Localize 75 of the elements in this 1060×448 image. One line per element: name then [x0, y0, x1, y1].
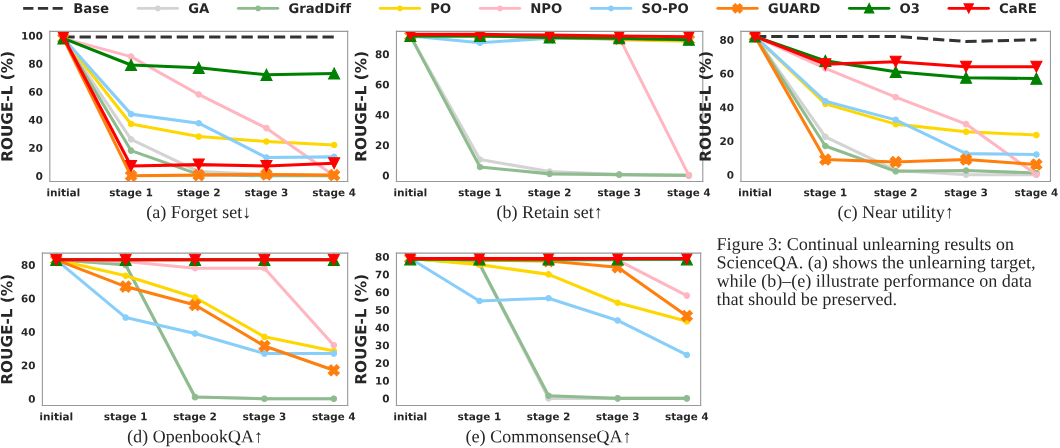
legend-label: O3 — [900, 3, 919, 14]
y-axis-title: ROUGE-L (%) — [354, 275, 369, 384]
legend-label: SO-PO — [642, 3, 689, 14]
x-tick-label: stage 2 — [527, 412, 570, 423]
y-tick-label: 60 — [21, 294, 35, 303]
x-tick-label: stage 4 — [312, 412, 356, 423]
y-tick-label: 60 — [375, 288, 389, 297]
caption: Figure 3: Continual unlearning results on ScienceQA. (a) shows the unlearning target, while (b)–(e) illustrate performance on data that should be preserved. — [716, 237, 1035, 309]
y-axis-title: ROUGE-L (%) — [0, 52, 15, 161]
legend-label: CaRE — [999, 3, 1036, 14]
y-tick-label: 80 — [21, 261, 35, 269]
text: (d) OpenbookQA↑ — [127, 429, 261, 447]
y-tick-label: 0 — [382, 394, 389, 403]
x-tick-label: stage 4 — [1015, 188, 1058, 199]
y-tick-label: 20 — [29, 144, 43, 152]
x-tick-label: stage 4 — [665, 412, 709, 423]
y-tick-label: 60 — [375, 80, 389, 89]
y-axis-title: ROUGE-L (%) — [354, 52, 369, 161]
x-tick-label: initial — [394, 412, 427, 421]
y-tick-label: 0 — [28, 394, 35, 403]
y-tick-label: 100 — [22, 31, 43, 40]
x-tick-label: stage 2 — [874, 188, 917, 199]
y-tick-label: 80 — [720, 36, 734, 44]
y-tick-label: 20 — [720, 137, 734, 146]
legend-label: PO — [431, 3, 451, 14]
y-tick-label: 50 — [375, 306, 389, 314]
text: (b) Retain set↑ — [497, 205, 601, 222]
legend-label: NPO — [531, 3, 562, 14]
y-tick-label: 70 — [375, 270, 389, 279]
x-tick-label: initial — [394, 188, 427, 197]
legend-label: GradDiff — [289, 2, 352, 14]
y-tick-label: 20 — [375, 141, 389, 150]
x-tick-label: stage 1 — [109, 188, 153, 199]
y-tick-label: 80 — [375, 50, 389, 59]
x-tick-label: stage 2 — [528, 188, 571, 199]
y-tick-label: 30 — [375, 341, 389, 350]
y-tick-label: 20 — [21, 361, 35, 370]
x-tick-label: stage 4 — [667, 188, 711, 199]
legend-label: GA — [188, 3, 210, 14]
y-tick-label: 40 — [719, 103, 734, 112]
y-tick-label: 40 — [21, 328, 35, 336]
y-tick-label: 60 — [720, 69, 734, 78]
text: (c) Near utility↑ — [838, 205, 952, 222]
x-tick-label: stage 2 — [177, 188, 220, 199]
x-tick-label: initial — [739, 188, 771, 197]
y-tick-label: 40 — [28, 115, 43, 124]
x-tick-label: stage 1 — [104, 412, 147, 423]
y-tick-label: 80 — [29, 59, 43, 68]
y-tick-label: 60 — [29, 87, 43, 96]
text: (e) CommonsenseQA↑ — [466, 429, 630, 447]
x-tick-label: stage 1 — [458, 188, 502, 199]
legend-label: Base — [74, 3, 109, 14]
x-tick-label: stage 3 — [596, 412, 639, 423]
legend-label: GUARD — [768, 3, 820, 14]
y-tick-label: 0 — [727, 170, 734, 179]
x-tick-label: stage 3 — [243, 412, 286, 423]
y-tick-label: 20 — [375, 359, 389, 368]
x-tick-label: stage 1 — [458, 412, 501, 423]
y-tick-label: 40 — [375, 323, 389, 332]
y-tick-label: 0 — [382, 171, 389, 180]
x-tick-label: stage 3 — [245, 188, 288, 199]
x-tick-label: stage 2 — [173, 412, 216, 423]
y-tick-label: 10 — [376, 376, 389, 385]
text: (a) Forget set↓ — [147, 205, 249, 222]
x-tick-label: initial — [47, 188, 80, 197]
y-tick-label: 0 — [36, 172, 43, 180]
y-tick-label: 80 — [375, 252, 389, 261]
y-axis-title: ROUGE-L (%) — [0, 275, 15, 384]
y-tick-label: 40 — [375, 110, 389, 119]
y-axis-title: ROUGE-L (%) — [699, 52, 713, 161]
x-tick-label: stage 1 — [804, 188, 847, 199]
x-tick-label: initial — [40, 412, 73, 421]
x-tick-label: stage 3 — [597, 188, 641, 199]
x-tick-label: stage 4 — [312, 188, 356, 199]
x-tick-label: stage 3 — [944, 188, 988, 199]
